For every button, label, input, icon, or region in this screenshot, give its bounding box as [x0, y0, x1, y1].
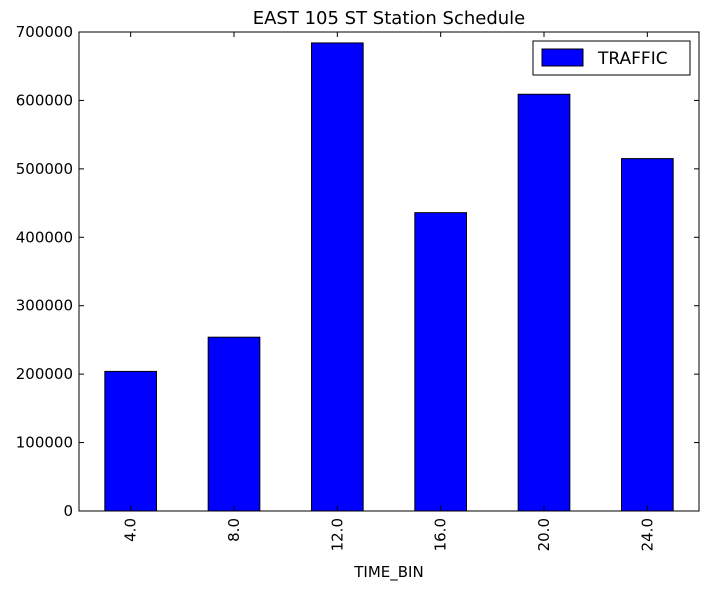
y-tick-label: 600000	[16, 91, 73, 109]
y-tick-label: 100000	[16, 434, 73, 452]
legend-label-traffic: TRAFFIC	[597, 49, 668, 69]
x-axis-label: TIME_BIN	[353, 563, 423, 582]
x-tick-label: 4.0	[122, 518, 140, 542]
x-tick-label: 16.0	[432, 518, 450, 551]
x-tick-label: 20.0	[535, 518, 553, 551]
bars-layer	[104, 42, 674, 512]
bar-4.0	[104, 370, 157, 512]
x-tick-label: 12.0	[328, 518, 346, 551]
legend: TRAFFIC	[532, 40, 691, 76]
y-axis: 0 100000 200000 300000 400000 500000 600000 700…	[16, 23, 699, 520]
bar-16.0	[414, 212, 467, 512]
y-tick-label: 0	[63, 502, 73, 520]
bar-24.0	[621, 158, 674, 512]
y-tick-label: 400000	[16, 228, 73, 246]
y-tick-label: 500000	[16, 160, 73, 178]
bar-12.0	[311, 42, 364, 512]
y-tick-label: 700000	[16, 23, 73, 41]
legend-swatch	[541, 48, 584, 67]
x-tick-label: 8.0	[225, 518, 243, 542]
x-tick-label: 24.0	[638, 518, 656, 551]
y-tick-label: 300000	[16, 297, 73, 315]
y-tick-label: 200000	[16, 365, 73, 383]
chart-title: EAST 105 ST Station Schedule	[253, 8, 525, 29]
x-axis: 4.0 8.0 12.0 16.0 20.0 24.0	[122, 32, 656, 551]
plot-area-frame	[78, 31, 700, 512]
bar-8.0	[207, 336, 261, 512]
bar-20.0	[517, 93, 571, 512]
